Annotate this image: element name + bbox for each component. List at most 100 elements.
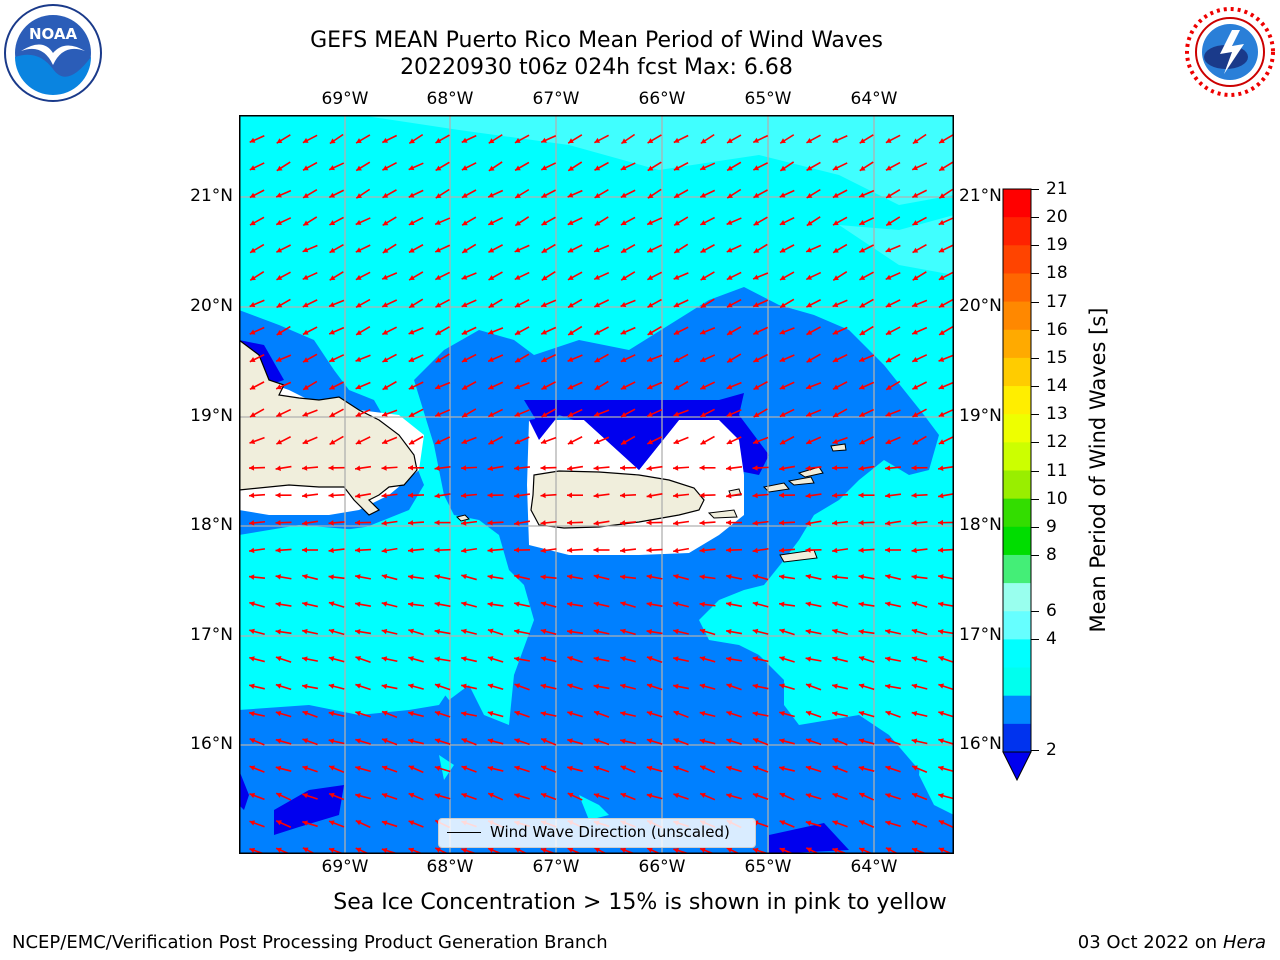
wind-wave-arrow-head — [832, 820, 839, 826]
wind-wave-arrow-head — [355, 384, 362, 390]
colorbar-bin — [1003, 301, 1031, 331]
wind-wave-arrow-head — [726, 411, 733, 417]
wind-wave-arrow-head — [409, 302, 415, 308]
wind-wave-arrow-head — [621, 247, 627, 253]
wind-wave-arrow-head — [911, 492, 917, 499]
wind-wave-arrow-head — [699, 547, 705, 554]
wind-wave-arrow-head — [620, 628, 626, 635]
wind-wave-arrow-head — [752, 492, 758, 499]
wind-wave-arrow-head — [885, 601, 891, 607]
wind-wave-arrow-head — [541, 192, 548, 198]
wind-wave-arrow-head — [620, 329, 627, 335]
wind-wave-arrow-head — [593, 601, 600, 607]
wind-wave-arrow-head — [752, 547, 758, 554]
wind-wave-arrow-head — [885, 247, 892, 253]
colorbar-tick-label: 17 — [1046, 291, 1068, 312]
wind-wave-arrow-head — [779, 384, 786, 390]
wind-wave-arrow-head — [753, 302, 759, 308]
wind-wave-arrow-head — [382, 302, 388, 308]
wind-wave-arrow-head — [700, 792, 706, 798]
wind-wave-arrow-head — [752, 465, 758, 471]
wind-wave-arrow-head — [858, 765, 865, 772]
wind-wave-arrow-head — [328, 547, 334, 554]
wind-wave-arrow-head — [355, 247, 362, 253]
wind-wave-arrow-head — [408, 356, 415, 362]
colorbar-tick-label: 12 — [1046, 432, 1068, 453]
wind-wave-arrow-head — [302, 820, 308, 826]
wave-period-patch-light-2 — [839, 215, 954, 275]
wind-wave-arrow-head — [408, 247, 415, 253]
wind-wave-arrow-head — [276, 847, 282, 853]
wind-wave-arrow-head — [435, 165, 442, 171]
lat-label-right-1: 21°N — [959, 186, 1002, 206]
wind-wave-arrow-head — [276, 192, 282, 198]
wind-wave-arrow-head — [727, 329, 733, 335]
wind-wave-arrow-head — [541, 384, 548, 390]
wind-wave-arrow-head — [646, 738, 653, 744]
wind-wave-arrow-head — [355, 356, 362, 362]
wind-wave-arrow-head — [753, 192, 760, 198]
wind-wave-arrow-head — [541, 738, 547, 744]
wind-wave-arrow-head — [461, 711, 467, 717]
wind-wave-arrow-head — [779, 574, 785, 580]
wind-wave-arrow-head — [700, 247, 707, 253]
wind-wave-arrow-head — [382, 165, 389, 171]
colorbar-bin — [1003, 442, 1031, 471]
wind-wave-arrow-head — [540, 847, 547, 854]
wind-wave-arrow-head — [461, 601, 467, 607]
wind-wave-arrow-head — [779, 628, 785, 634]
wind-wave-arrow-head — [621, 275, 627, 281]
lon-label-top-4: 66°W — [638, 89, 686, 109]
wind-wave-arrow-head — [461, 357, 468, 363]
wind-wave-arrow-head — [673, 357, 680, 363]
wind-wave-arrow-head — [249, 820, 256, 826]
wind-wave-arrow-head — [488, 275, 495, 280]
wind-wave-arrow-head — [355, 629, 361, 635]
wind-wave-arrow-head — [302, 765, 309, 771]
wind-wave-arrow-head — [700, 847, 706, 853]
wind-wave-arrow-head — [487, 656, 494, 662]
wind-wave-arrow-head — [805, 710, 812, 717]
wind-wave-arrow-head — [488, 192, 494, 198]
wind-wave-arrow-head — [780, 302, 786, 308]
wind-wave-arrow-head — [302, 137, 309, 143]
wind-wave-arrow-head — [514, 793, 520, 799]
wind-wave-arrow-head — [726, 465, 732, 471]
wind-wave-arrow-head — [541, 792, 547, 799]
wind-wave-arrow-head — [435, 847, 441, 853]
wind-wave-arrow-head — [593, 628, 600, 635]
land-st-croix — [779, 549, 818, 563]
wind-wave-arrow-head — [593, 656, 600, 662]
wind-wave-arrow-head — [515, 165, 521, 171]
wind-wave-arrow-head — [805, 574, 812, 580]
wind-wave-arrow-head — [408, 765, 415, 771]
wind-wave-arrow-head — [832, 438, 839, 445]
wind-wave-arrow-head — [806, 439, 812, 445]
wind-wave-arrow-head — [647, 329, 654, 335]
wind-wave-arrow-head — [461, 656, 467, 662]
wind-wave-arrow-head — [302, 302, 309, 308]
wind-wave-arrow-head — [434, 601, 441, 607]
wind-wave-arrow-head — [249, 329, 256, 335]
wind-wave-arrow-head — [911, 547, 917, 554]
wind-wave-arrow-head — [302, 439, 309, 445]
wind-wave-arrow-head — [938, 547, 944, 553]
lon-label-bottom-2: 68°W — [426, 857, 474, 877]
wind-wave-arrow-head — [329, 792, 335, 799]
colorbar-tick-mark — [1031, 386, 1039, 388]
wind-wave-arrow-head — [434, 519, 440, 526]
wind-wave-arrow-head — [276, 219, 282, 225]
wind-wave-arrow-head — [249, 492, 255, 499]
wind-wave-arrow-head — [912, 329, 918, 335]
wind-wave-arrow-head — [753, 165, 760, 171]
wind-wave-arrow-head — [381, 465, 387, 471]
wind-wave-arrow-head — [487, 465, 494, 472]
wind-wave-arrow-head — [700, 192, 706, 198]
wind-wave-arrow-head — [673, 847, 679, 854]
wind-wave-arrow-head — [488, 165, 495, 171]
wind-wave-arrow-head — [806, 384, 812, 390]
wind-wave-arrow-head — [408, 820, 415, 826]
wind-wave-arrow-head — [646, 629, 652, 635]
wind-wave-arrow-head — [832, 547, 838, 554]
wind-wave-arrow-head — [408, 465, 413, 471]
